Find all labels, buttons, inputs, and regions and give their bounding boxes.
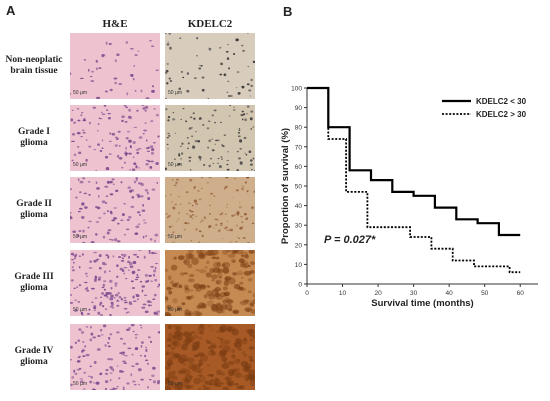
x-tick-label: 60 xyxy=(517,290,525,297)
micrograph-texture xyxy=(165,250,255,316)
survival-chart: B 0 10 20 30 40 50 60 70 80 90 100 0 10 20 30 40 50 60 Surv… xyxy=(280,4,538,309)
p-value-annotation: P = 0.027* xyxy=(324,234,376,246)
x-tick-label: 0 xyxy=(305,290,309,297)
he-micrograph: 50 µm xyxy=(70,105,160,171)
y-tick-label: 90 xyxy=(295,105,303,112)
x-tick-label: 30 xyxy=(410,290,418,297)
row-label-line: brain tissue xyxy=(10,66,58,76)
panel-b-letter: B xyxy=(283,4,292,19)
scale-bar-label: 50 µm xyxy=(73,162,87,168)
row-label-line: Grade I xyxy=(18,127,50,137)
scale-bar-label: 50 µm xyxy=(168,90,182,96)
micrograph-texture xyxy=(70,33,160,99)
y-tick-label: 10 xyxy=(295,262,303,269)
series-line-1 xyxy=(307,86,521,237)
kdelc2-micrograph: 50 µm xyxy=(165,324,255,390)
y-tick-label: 0 xyxy=(298,282,302,289)
he-micrograph: 50 µm xyxy=(70,177,160,243)
scale-bar-label: 50 µm xyxy=(168,381,182,387)
y-tick-label: 40 xyxy=(295,203,303,210)
x-tick-label: 40 xyxy=(446,290,454,297)
row-label: Grade III glioma xyxy=(2,272,66,294)
micrograph-texture xyxy=(70,250,160,316)
y-tick-label: 50 xyxy=(295,184,303,191)
row-label-line: glioma xyxy=(20,357,48,367)
legend-label: KDELC2 < 30 xyxy=(476,97,527,106)
kdelc2-micrograph: 50 µm xyxy=(165,177,255,243)
column-header-kdelc2: KDELC2 xyxy=(187,18,233,30)
x-tick-label: 50 xyxy=(481,290,489,297)
kdelc2-micrograph: 50 µm xyxy=(165,33,255,99)
micrograph-texture xyxy=(70,324,160,390)
x-axis-label: Survival time (months) xyxy=(371,298,473,309)
scale-bar-label: 50 µm xyxy=(73,381,87,387)
he-micrograph: 50 µm xyxy=(70,324,160,390)
row-label-line: Grade II xyxy=(16,199,52,209)
kdelc2-micrograph: 50 µm xyxy=(165,105,255,171)
row-label-line: glioma xyxy=(20,283,48,293)
kdelc2-micrograph: 50 µm xyxy=(165,250,255,316)
scale-bar-label: 50 µm xyxy=(73,90,87,96)
micrograph-texture xyxy=(165,324,255,390)
micrograph-texture xyxy=(70,105,160,171)
y-axis-label: Proportion of survival (%) xyxy=(280,128,291,244)
series-line-2 xyxy=(307,87,521,274)
x-tick-label: 20 xyxy=(374,290,382,297)
micrograph-texture xyxy=(165,177,255,243)
y-tick-label: 20 xyxy=(295,242,303,249)
y-tick-label: 100 xyxy=(291,86,302,93)
row-label-line: glioma xyxy=(20,138,48,148)
panel-a-letter: A xyxy=(6,3,16,18)
y-tick-label: 70 xyxy=(295,144,303,151)
row-label-line: Non-neoplatic xyxy=(5,55,63,65)
y-tick-label: 30 xyxy=(295,223,303,230)
scale-bar-label: 50 µm xyxy=(168,307,182,313)
scale-bar-label: 50 µm xyxy=(168,162,182,168)
micrograph-texture xyxy=(70,177,160,243)
row-label: Grade II glioma xyxy=(2,199,66,221)
scale-bar-label: 50 µm xyxy=(73,234,87,240)
he-micrograph: 50 µm xyxy=(70,250,160,316)
micrograph-texture xyxy=(165,33,255,99)
row-label-line: Grade IV xyxy=(14,346,54,356)
legend-label: KDELC2 > 30 xyxy=(476,110,527,119)
row-label: Non-neoplatic brain tissue xyxy=(2,55,66,77)
micrograph-texture xyxy=(165,105,255,171)
he-micrograph: 50 µm xyxy=(70,33,160,99)
scale-bar-label: 50 µm xyxy=(73,307,87,313)
row-label-line: Grade III xyxy=(14,272,54,282)
column-header-he: H&E xyxy=(102,18,128,30)
x-tick-label: 10 xyxy=(339,290,347,297)
y-tick-label: 80 xyxy=(295,125,303,132)
row-label-line: glioma xyxy=(20,210,48,220)
y-tick-label: 60 xyxy=(295,164,303,171)
scale-bar-label: 50 µm xyxy=(168,234,182,240)
row-label: Grade IV glioma xyxy=(2,346,66,368)
